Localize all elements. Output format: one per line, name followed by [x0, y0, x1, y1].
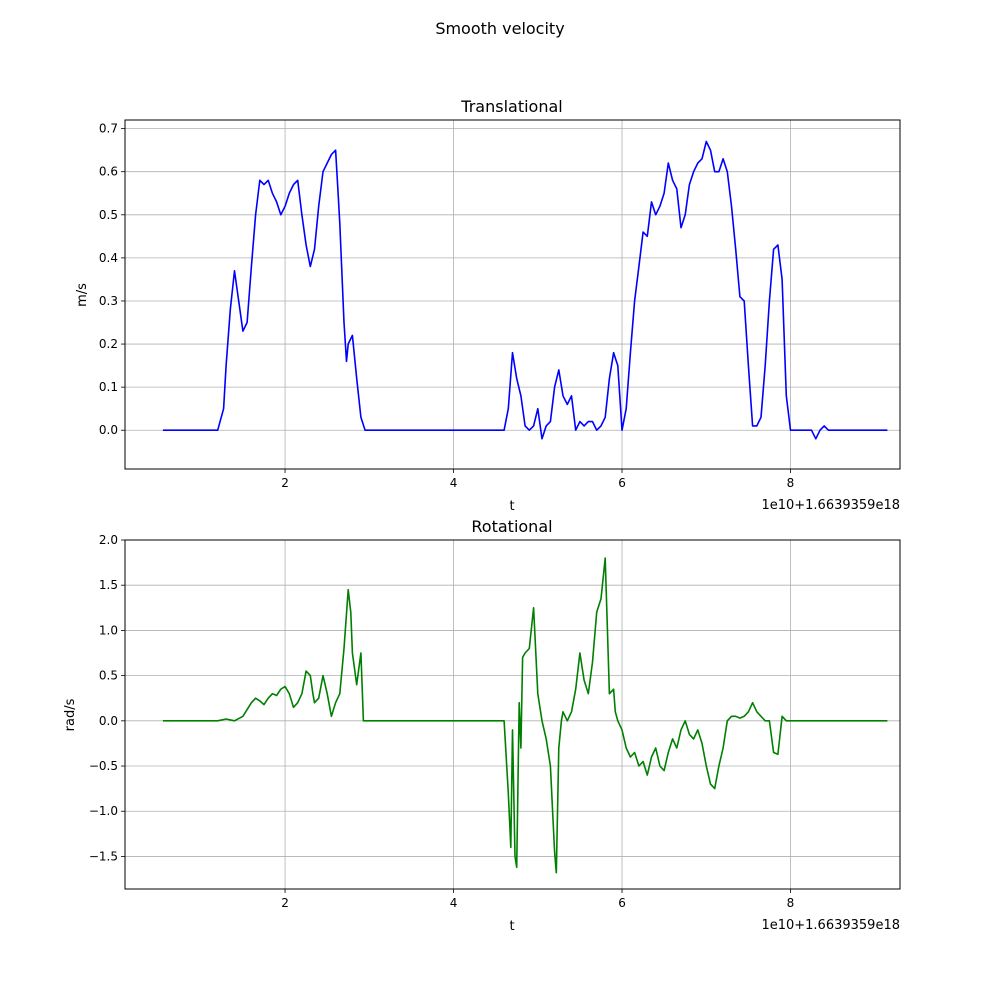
translational-title: Translational: [460, 97, 562, 116]
translational-chart: 2 4 6 8 0.0 0.1 0.2 0.3 0.4 0.5 0.6 0.7 Translation…: [75, 97, 901, 514]
rotational-y-tick-label: 2.0: [99, 533, 118, 547]
figure-suptitle: Smooth velocity: [435, 19, 564, 38]
translational-y-tick-label: 0.3: [99, 294, 118, 308]
translational-x-tick-label: 8: [787, 476, 795, 490]
translational-y-tick-label: 0.1: [99, 380, 118, 394]
rotational-y-tick-label: 0.0: [99, 714, 118, 728]
translational-xlabel: t: [509, 499, 514, 514]
rotational-ylabel: rad/s: [63, 698, 78, 731]
rotational-y-tick-label: −0.5: [89, 759, 118, 773]
translational-axes-frame: [124, 119, 901, 470]
rotational-ticks: 2 4 6 8 −1.5 −1.0 −0.5 0.0 0.5 1.0 1.5 2.0: [89, 533, 794, 910]
rotational-xlabel: t: [509, 919, 514, 934]
rotational-y-tick-label: −1.5: [89, 849, 118, 863]
rotational-x-tick-label: 8: [787, 896, 795, 910]
translational-plot-area: [162, 140, 888, 440]
rotational-x-tick-label: 4: [450, 896, 458, 910]
translational-ylabel: m/s: [75, 283, 90, 307]
translational-x-tick-label: 6: [618, 476, 626, 490]
rotational-series-line: [162, 557, 888, 874]
rotational-y-tick-label: 1.0: [99, 623, 118, 637]
translational-ticks: 2 4 6 8 0.0 0.1 0.2 0.3 0.4 0.5 0.6 0.7: [99, 122, 794, 490]
translational-grid: [125, 120, 900, 469]
rotational-x-tick-label: 2: [281, 896, 289, 910]
rotational-y-tick-label: 1.5: [99, 578, 118, 592]
rotational-x-offset-text: 1e10+1.6639359e18: [761, 918, 900, 933]
translational-y-tick-label: 0.6: [99, 165, 118, 179]
translational-y-tick-label: 0.0: [99, 423, 118, 437]
translational-y-tick-label: 0.2: [99, 337, 118, 351]
rotational-axes-frame: [124, 539, 901, 890]
translational-series-line: [162, 140, 888, 440]
translational-y-tick-label: 0.4: [99, 251, 118, 265]
rotational-y-tick-label: 0.5: [99, 669, 118, 683]
translational-x-tick-label: 2: [281, 476, 289, 490]
rotational-title: Rotational: [471, 517, 552, 536]
translational-y-tick-label: 0.5: [99, 208, 118, 222]
rotational-x-tick-label: 6: [618, 896, 626, 910]
rotational-chart: 2 4 6 8 −1.5 −1.0 −0.5 0.0 0.5 1.0 1.5 2.0 Rotation…: [63, 517, 901, 934]
rotational-grid: [125, 539, 900, 889]
translational-x-offset-text: 1e10+1.6639359e18: [761, 498, 900, 513]
translational-y-tick-label: 0.7: [99, 122, 118, 136]
translational-x-tick-label: 4: [450, 476, 458, 490]
rotational-plot-area: [162, 557, 888, 874]
rotational-y-tick-label: −1.0: [89, 804, 118, 818]
